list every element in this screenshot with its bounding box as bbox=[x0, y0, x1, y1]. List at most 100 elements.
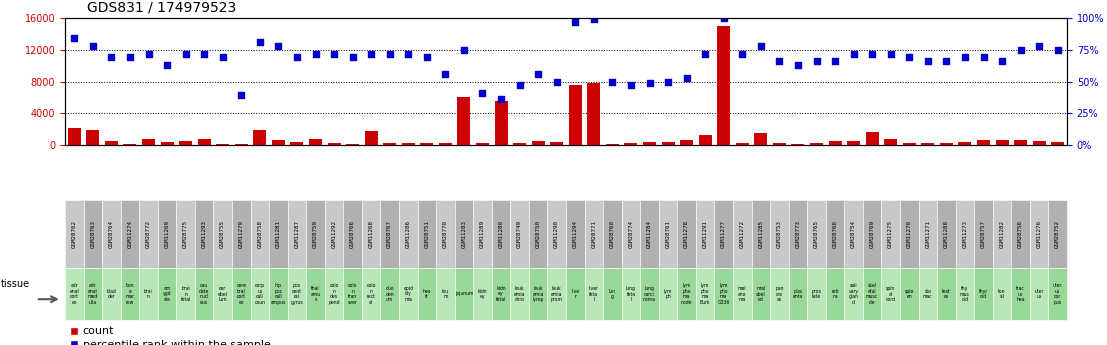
Text: GSM28774: GSM28774 bbox=[629, 220, 633, 248]
Text: ton
sil: ton sil bbox=[999, 289, 1006, 299]
Text: liver
feta
l: liver feta l bbox=[589, 286, 599, 302]
Point bbox=[752, 43, 769, 49]
Bar bbox=[438, 144, 452, 145]
Bar bbox=[65, 268, 83, 320]
Text: lun
g: lun g bbox=[609, 289, 615, 299]
Bar bbox=[307, 200, 324, 268]
Text: leuk
emia
prom: leuk emia prom bbox=[550, 286, 562, 302]
Bar bbox=[584, 268, 603, 320]
Point bbox=[863, 51, 881, 56]
Bar bbox=[903, 142, 915, 145]
Text: GSM28750: GSM28750 bbox=[536, 220, 540, 248]
Bar bbox=[1012, 200, 1030, 268]
Point bbox=[158, 62, 176, 68]
Bar bbox=[606, 144, 619, 145]
Point bbox=[251, 39, 269, 45]
Point bbox=[956, 55, 974, 60]
Text: cere
bral
cort
ex: cere bral cort ex bbox=[236, 283, 246, 305]
Bar bbox=[139, 200, 158, 268]
Text: leuk
emia
chro: leuk emia chro bbox=[514, 286, 526, 302]
Bar bbox=[1014, 140, 1027, 145]
Bar bbox=[974, 268, 993, 320]
Bar bbox=[569, 86, 582, 145]
Bar bbox=[548, 200, 566, 268]
Text: GSM11276: GSM11276 bbox=[1036, 220, 1042, 248]
Text: kidn
ey
fetal: kidn ey fetal bbox=[496, 286, 506, 302]
Bar bbox=[770, 200, 788, 268]
Bar bbox=[455, 268, 473, 320]
Point bbox=[993, 58, 1011, 64]
Text: GSM28772: GSM28772 bbox=[146, 220, 151, 248]
Bar bbox=[733, 268, 752, 320]
Bar bbox=[696, 200, 714, 268]
Bar bbox=[862, 268, 881, 320]
Bar bbox=[677, 200, 696, 268]
Bar bbox=[714, 200, 733, 268]
Point bbox=[493, 97, 510, 102]
Bar bbox=[680, 140, 693, 145]
Text: lym
ph: lym ph bbox=[664, 289, 672, 299]
Text: thyr
oid: thyr oid bbox=[979, 289, 989, 299]
Bar bbox=[828, 141, 841, 145]
Bar bbox=[121, 268, 139, 320]
Text: GSM11268: GSM11268 bbox=[369, 220, 374, 248]
Text: uter
us
cor
pus: uter us cor pus bbox=[1053, 283, 1063, 305]
Bar bbox=[603, 200, 622, 268]
Text: epid
idy
mis: epid idy mis bbox=[403, 286, 413, 302]
Text: misl
abel
ed: misl abel ed bbox=[756, 286, 766, 302]
Bar bbox=[214, 200, 232, 268]
Bar bbox=[105, 141, 117, 145]
Bar bbox=[993, 268, 1012, 320]
Bar bbox=[83, 200, 102, 268]
Bar bbox=[124, 144, 136, 145]
Text: GSM28752: GSM28752 bbox=[1055, 220, 1061, 248]
Text: GSM11289: GSM11289 bbox=[480, 220, 485, 248]
Point bbox=[770, 58, 788, 64]
Point bbox=[938, 58, 955, 64]
Bar bbox=[381, 268, 399, 320]
Text: GSM11292: GSM11292 bbox=[332, 220, 337, 248]
Bar bbox=[343, 268, 362, 320]
Bar bbox=[176, 200, 195, 268]
Bar bbox=[102, 200, 121, 268]
Point bbox=[325, 51, 343, 56]
Point bbox=[381, 51, 399, 56]
Text: GSM11271: GSM11271 bbox=[925, 220, 930, 248]
Bar bbox=[788, 200, 807, 268]
Bar bbox=[290, 142, 303, 145]
Bar bbox=[195, 268, 214, 320]
Text: thal
amu
s: thal amu s bbox=[310, 286, 321, 302]
Text: GSM11281: GSM11281 bbox=[276, 220, 281, 248]
Bar bbox=[235, 144, 248, 145]
Bar bbox=[826, 268, 845, 320]
Bar bbox=[640, 268, 659, 320]
Text: brai
n
fetal: brai n fetal bbox=[180, 286, 190, 302]
Bar bbox=[938, 200, 955, 268]
Bar bbox=[866, 131, 879, 145]
Bar bbox=[826, 200, 845, 268]
Bar bbox=[1030, 268, 1048, 320]
Text: colo
n
rect
al: colo n rect al bbox=[366, 283, 376, 305]
Point bbox=[808, 58, 826, 64]
Text: GSM11274: GSM11274 bbox=[127, 220, 133, 248]
Bar bbox=[938, 268, 955, 320]
Text: GSM11269: GSM11269 bbox=[165, 220, 169, 248]
Bar bbox=[659, 200, 677, 268]
Point bbox=[603, 79, 621, 84]
Point bbox=[84, 43, 102, 49]
Bar bbox=[736, 142, 748, 145]
Text: GSM28757: GSM28757 bbox=[981, 220, 986, 248]
Bar bbox=[510, 268, 529, 320]
Text: plac
enta: plac enta bbox=[793, 289, 803, 299]
Legend: count, percentile rank within the sample: count, percentile rank within the sample bbox=[65, 322, 276, 345]
Point bbox=[436, 71, 454, 77]
Bar bbox=[752, 268, 770, 320]
Bar bbox=[492, 200, 510, 268]
Bar bbox=[158, 200, 176, 268]
Bar bbox=[677, 268, 696, 320]
Point bbox=[900, 55, 918, 60]
Text: GSM11286: GSM11286 bbox=[406, 220, 411, 248]
Text: GSM28749: GSM28749 bbox=[517, 220, 523, 248]
Text: hea
rt: hea rt bbox=[423, 289, 431, 299]
Point bbox=[882, 51, 900, 56]
